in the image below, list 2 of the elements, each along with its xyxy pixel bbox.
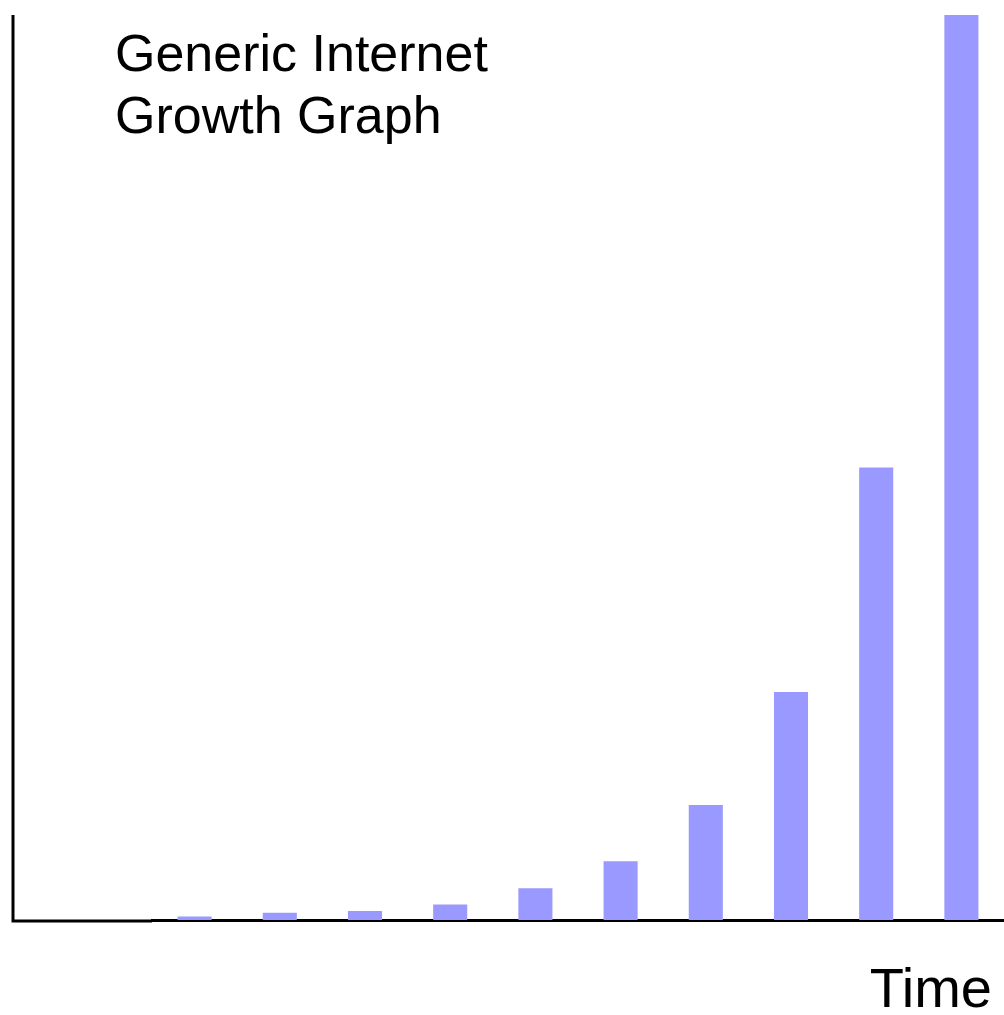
x-axis-title: Time [869, 955, 992, 1015]
text: Generic Internet Growth Graph [115, 23, 489, 146]
